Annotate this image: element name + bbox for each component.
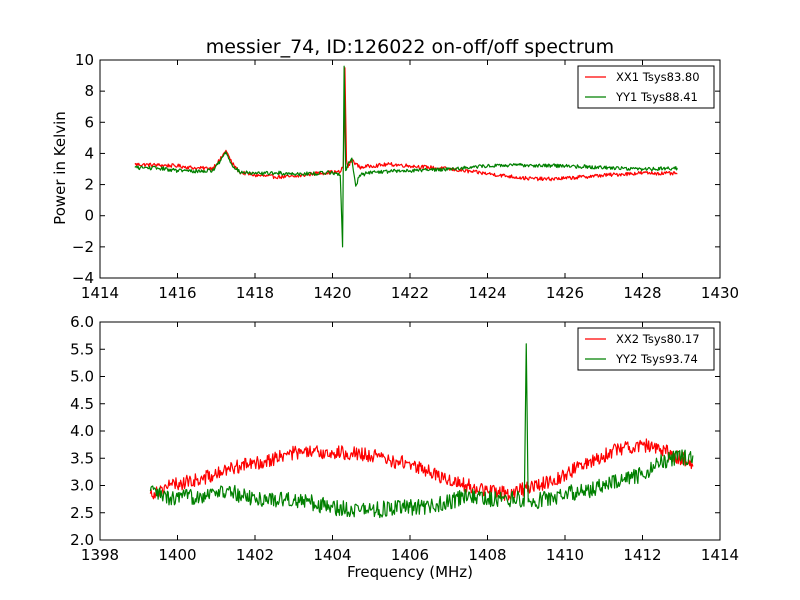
y-tick-label: 5.0: [70, 368, 94, 386]
x-tick-label: 1406: [391, 546, 429, 564]
x-axis-label: Frequency (MHz): [347, 563, 473, 581]
series-line-2: [134, 65, 678, 248]
chart-title: messier_74, ID:126022 on-off/off spectru…: [206, 36, 614, 58]
series-group: [134, 65, 678, 248]
y-tick-label: −4: [72, 269, 94, 287]
x-tick-label: 1426: [546, 284, 584, 302]
y-tick-label: 3.5: [70, 449, 94, 467]
x-tick-label: 1410: [546, 546, 584, 564]
series-line-2: [149, 343, 694, 519]
y-tick-label: 5.5: [70, 340, 94, 358]
y-tick-label: 4.5: [70, 395, 94, 413]
y-tick-label: 3.0: [70, 477, 94, 495]
y-tick-label: 6.0: [70, 313, 94, 331]
bottom-plot-area: 1398 1400 1402 1404 1406 1408 1410 1412 1414 2.0 2…: [70, 313, 739, 564]
x-tick-label: 1398: [81, 546, 119, 564]
legend-box: [577, 327, 715, 371]
legend-label: YY1 Tsys88.41: [615, 90, 698, 104]
bottom-panel: Frequency (MHz) 1398 1400 1402 1404 1406 1408…: [70, 313, 739, 581]
x-tick-label: 1420: [313, 284, 351, 302]
legend-label: XX2 Tsys80.17: [616, 332, 700, 346]
x-tick-label: 1430: [701, 284, 739, 302]
top-panel: messier_74, ID:126022 on-off/off spectru…: [51, 36, 739, 302]
y-tick-label: 0: [84, 207, 94, 225]
x-tick-label: 1414: [81, 284, 119, 302]
y-tick-label: 4: [84, 144, 94, 162]
x-tick-label: 1412: [623, 546, 661, 564]
x-tick-label: 1402: [236, 546, 274, 564]
x-tick-label: 1418: [236, 284, 274, 302]
y-tick-label: 2.5: [70, 504, 94, 522]
series-line-1: [149, 438, 694, 501]
x-tick-label: 1414: [701, 546, 739, 564]
y-tick-label: −2: [72, 238, 94, 256]
y-tick-label: 8: [84, 82, 94, 100]
y-tick-label: 10: [75, 51, 94, 69]
top-plot-area: 1414 1416 1418 1420 1422 1424 1426 1428 1430 −4 −2…: [72, 51, 739, 302]
x-tick-label: 1400: [158, 546, 196, 564]
y-tick-label: 2: [84, 176, 94, 194]
y-tick-label: 2.0: [70, 531, 94, 549]
series-group: [149, 343, 694, 519]
x-tick-label: 1408: [468, 546, 506, 564]
legend-label: XX1 Tsys83.80: [616, 70, 700, 84]
y-tick-label: 6: [84, 113, 94, 131]
x-tick-label: 1404: [313, 546, 351, 564]
legend: XX2 Tsys80.17 YY2 Tsys93.74: [577, 327, 715, 371]
x-tick-label: 1428: [623, 284, 661, 302]
legend: XX1 Tsys83.80 YY1 Tsys88.41: [577, 65, 715, 109]
legend-box: [577, 65, 715, 109]
legend-label: YY2 Tsys93.74: [615, 352, 698, 366]
y-tick-label: 4.0: [70, 422, 94, 440]
x-tick-label: 1422: [391, 284, 429, 302]
x-tick-label: 1424: [468, 284, 506, 302]
y-axis-label: Power in Kelvin: [51, 111, 69, 225]
x-tick-label: 1416: [158, 284, 196, 302]
